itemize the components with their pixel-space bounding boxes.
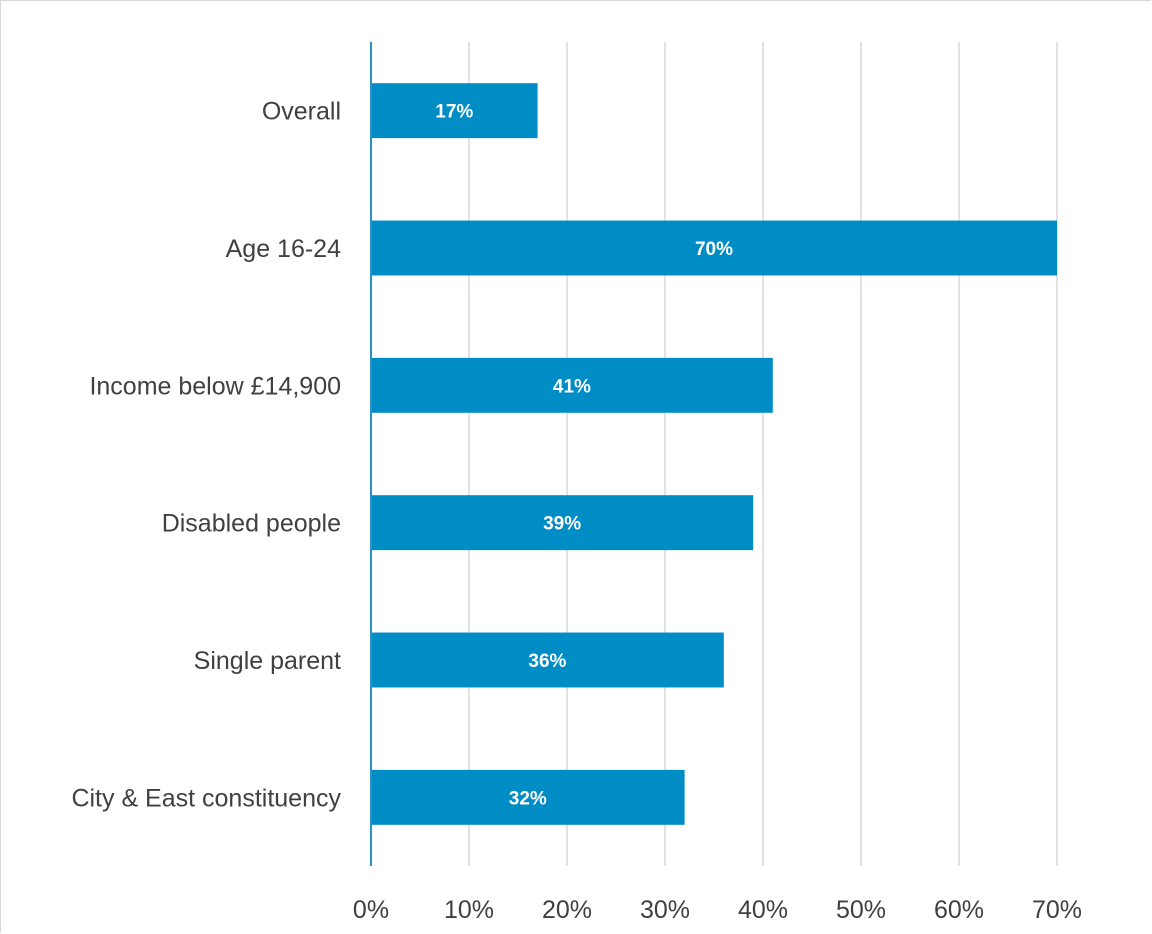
category-label: Age 16-24 (226, 235, 341, 263)
bars (371, 83, 1057, 825)
category-label: Single parent (194, 647, 341, 675)
category-label: Income below £14,900 (89, 372, 341, 400)
bar (371, 632, 724, 688)
category-label: Overall (262, 98, 341, 126)
bar (371, 220, 1057, 276)
bar (371, 357, 773, 413)
data-label: 17% (435, 102, 473, 123)
x-tick-label: 30% (640, 896, 690, 924)
x-tick-label: 40% (738, 896, 788, 924)
labels: 0% 10% 20% 30% 40% 50% 60% 70% Overall 17% Age 16-… (71, 98, 1082, 924)
x-tick-label: 60% (934, 896, 984, 924)
bar (371, 83, 538, 139)
bar (371, 495, 754, 551)
x-tick-label: 10% (444, 896, 494, 924)
data-label: 32% (509, 788, 547, 809)
data-label: 70% (695, 239, 733, 260)
category-label: City & East constituency (71, 784, 341, 812)
data-label: 36% (528, 651, 566, 672)
data-label: 41% (553, 376, 591, 397)
gridlines (468, 42, 1058, 866)
x-tick-label: 0% (353, 896, 389, 924)
x-tick-label: 50% (836, 896, 886, 924)
bar (371, 769, 685, 825)
category-label: Disabled people (162, 510, 341, 538)
data-label: 39% (543, 514, 581, 535)
x-tick-label: 20% (542, 896, 592, 924)
x-tick-label: 70% (1032, 896, 1082, 924)
